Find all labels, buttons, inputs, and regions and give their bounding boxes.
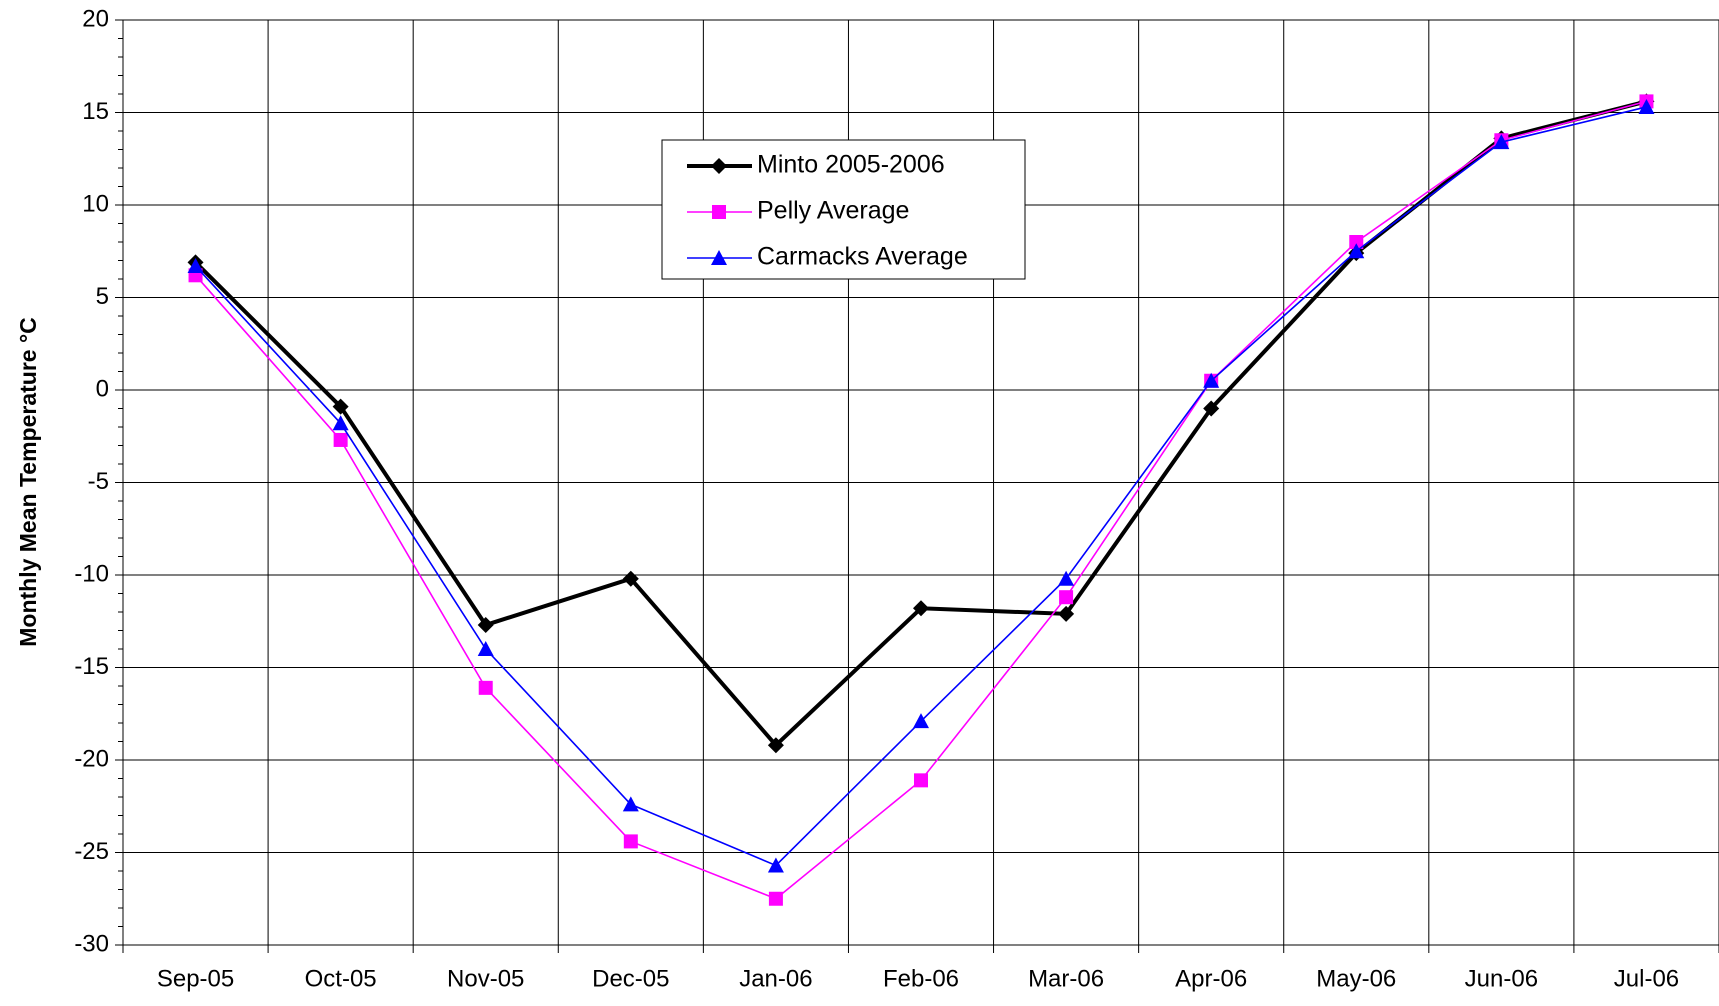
marker	[1348, 243, 1365, 259]
marker	[622, 570, 639, 587]
marker	[332, 398, 349, 415]
marker	[1638, 98, 1655, 114]
x-tick-label: May-06	[1316, 965, 1396, 992]
x-tick-label: Feb-06	[883, 965, 959, 992]
x-tick-label: Mar-06	[1028, 965, 1104, 992]
marker	[1203, 372, 1220, 388]
marker	[767, 737, 784, 754]
marker	[623, 834, 638, 849]
marker	[477, 616, 494, 633]
y-tick-label: 10	[82, 190, 109, 217]
marker	[712, 205, 726, 219]
x-tick-label: Oct-05	[305, 965, 377, 992]
marker	[711, 250, 727, 265]
x-tick-label: Nov-05	[447, 965, 524, 992]
marker	[913, 600, 929, 617]
x-tick-label: Sep-05	[157, 965, 234, 992]
y-tick-label: 15	[82, 98, 109, 125]
marker	[914, 773, 928, 788]
marker	[1059, 590, 1074, 605]
y-tick-label: 5	[96, 283, 109, 310]
x-tick-label: Jun-06	[1465, 965, 1538, 992]
marker	[711, 158, 727, 174]
marker	[333, 432, 348, 447]
marker	[478, 680, 493, 695]
marker	[622, 796, 639, 812]
legend-label: Carmacks Average	[757, 243, 968, 271]
legend-label: Minto 2005-2006	[757, 151, 945, 179]
y-tick-label: -10	[74, 560, 109, 587]
y-tick-label: -25	[74, 838, 109, 865]
y-tick-label: 20	[82, 5, 109, 32]
y-tick-label: -5	[88, 468, 109, 495]
marker	[1058, 605, 1075, 622]
y-axis-label: Monthly Mean Temperature °C	[15, 317, 41, 647]
marker	[1058, 570, 1075, 586]
marker	[187, 258, 204, 274]
x-tick-label: Dec-05	[592, 965, 669, 992]
x-tick-label: Jul-06	[1614, 965, 1679, 992]
marker	[913, 713, 929, 729]
marker	[768, 891, 783, 906]
x-tick-label: Jan-06	[739, 965, 812, 992]
marker	[332, 415, 349, 431]
y-tick-label: 0	[96, 375, 109, 402]
legend-label: Pelly Average	[757, 197, 909, 225]
y-tick-label: -30	[74, 930, 109, 957]
marker	[1203, 400, 1220, 417]
marker	[1493, 134, 1510, 150]
y-tick-label: -15	[74, 653, 109, 680]
marker	[1349, 235, 1364, 249]
marker	[477, 641, 494, 656]
x-tick-label: Apr-06	[1175, 965, 1247, 992]
marker	[767, 857, 784, 873]
y-tick-label: -20	[74, 745, 109, 772]
